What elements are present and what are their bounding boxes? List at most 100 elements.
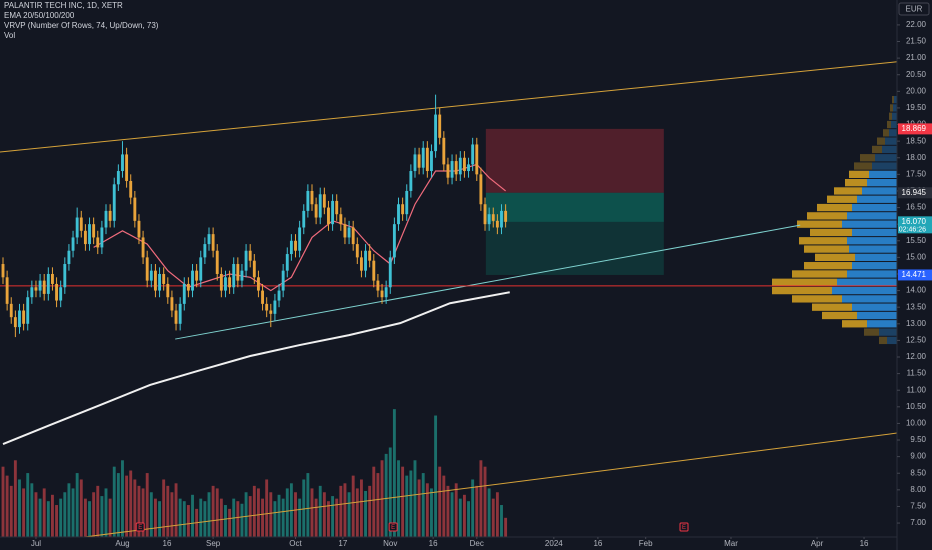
- candle-body: [495, 220, 499, 228]
- candle-body: [252, 260, 256, 278]
- candle-body: [294, 240, 297, 251]
- volume-bar: [51, 494, 54, 537]
- candle-body: [421, 147, 425, 168]
- volume-bar: [438, 466, 442, 537]
- event-label: E: [391, 525, 395, 531]
- volume-bar: [75, 473, 79, 537]
- candle-body: [104, 210, 108, 228]
- volume-bar: [116, 473, 120, 537]
- volume-bar: [22, 488, 26, 537]
- candle-body: [59, 287, 63, 301]
- candle-body: [306, 190, 310, 211]
- profile-up: [892, 112, 897, 120]
- candle-body: [322, 194, 326, 208]
- volume-bar: [236, 501, 240, 537]
- volume-bar: [331, 496, 335, 537]
- volume-bar: [240, 503, 244, 537]
- price-label-box: [898, 269, 932, 281]
- profile-up: [869, 170, 897, 179]
- candle-body: [108, 210, 112, 221]
- x-tick-label: 2024: [545, 539, 563, 548]
- profile-down: [810, 228, 852, 237]
- profile-up: [893, 104, 897, 112]
- volume-bar: [265, 479, 269, 537]
- profile-up: [857, 195, 897, 203]
- volume-bar: [467, 501, 470, 537]
- volume-bar: [306, 473, 310, 537]
- volume-bar: [170, 492, 174, 537]
- volume-bar: [248, 496, 252, 537]
- volume-bar: [430, 488, 433, 537]
- x-tick-label: Feb: [639, 539, 653, 548]
- candle-body: [261, 290, 264, 304]
- volume-bar: [67, 483, 71, 537]
- candle-body: [207, 234, 211, 245]
- profile-down: [877, 137, 885, 145]
- profile-down: [842, 320, 867, 328]
- candle-body: [397, 204, 400, 225]
- candle-body: [380, 290, 384, 298]
- price-label-box: [898, 123, 932, 135]
- profile-up: [894, 95, 897, 104]
- profile-down: [812, 303, 852, 311]
- profile-down: [872, 145, 882, 154]
- candle-body: [434, 114, 438, 152]
- y-tick-label: 22.00: [906, 20, 927, 29]
- profile-down: [849, 170, 869, 179]
- volume-bar: [397, 460, 400, 537]
- candle-body: [500, 210, 503, 228]
- profile-up: [852, 303, 897, 311]
- volume-bar: [133, 479, 137, 537]
- volume-bar: [413, 460, 417, 537]
- volume-bar: [285, 488, 289, 537]
- profile-up: [855, 253, 897, 262]
- currency-box[interactable]: [898, 2, 930, 16]
- volume-bar: [500, 505, 503, 537]
- profile-up: [847, 212, 897, 220]
- candle-body: [446, 164, 450, 178]
- candle-body: [96, 237, 100, 248]
- volume-bar: [302, 479, 306, 537]
- volume-bar: [261, 498, 264, 537]
- volume-bar: [104, 488, 108, 537]
- volume-bar: [108, 498, 112, 537]
- x-tick-label: Nov: [383, 539, 397, 548]
- volume-bar: [92, 492, 96, 537]
- volume-bar: [351, 475, 355, 537]
- volume-bar: [368, 485, 372, 537]
- candle-body: [430, 151, 433, 172]
- profile-up: [847, 237, 897, 245]
- volume-bar: [88, 501, 91, 537]
- volume-bar: [450, 492, 454, 537]
- volume-bar: [487, 488, 491, 537]
- profile-down: [822, 311, 857, 320]
- candle-body: [417, 154, 421, 168]
- y-tick-label: 12.50: [906, 336, 927, 345]
- volume-bar: [121, 460, 124, 537]
- price-label: 14.471: [902, 270, 927, 279]
- volume-bar: [83, 498, 87, 537]
- candle-body: [471, 144, 475, 165]
- volume-bar: [388, 447, 392, 537]
- profile-down: [772, 286, 832, 295]
- candle-body: [475, 144, 479, 175]
- event-badge: [679, 522, 689, 532]
- volume-bar: [421, 473, 425, 537]
- candle-body: [281, 270, 285, 291]
- volume-bar: [372, 466, 376, 537]
- y-tick-label: 10.50: [906, 402, 927, 411]
- candle-body: [195, 270, 199, 281]
- candle-body: [318, 194, 322, 218]
- volume-bar: [166, 485, 170, 537]
- event-badge: [135, 522, 145, 532]
- profile-up: [872, 162, 897, 170]
- y-tick-label: 8.50: [910, 468, 926, 477]
- candle-body: [467, 164, 470, 172]
- x-tick-label: Mar: [724, 539, 738, 548]
- volume-bar: [219, 498, 223, 537]
- countdown: 02:46:26: [899, 227, 926, 234]
- candle-body: [18, 310, 21, 328]
- candle-body: [51, 273, 54, 284]
- x-tick-label: 16: [593, 539, 602, 548]
